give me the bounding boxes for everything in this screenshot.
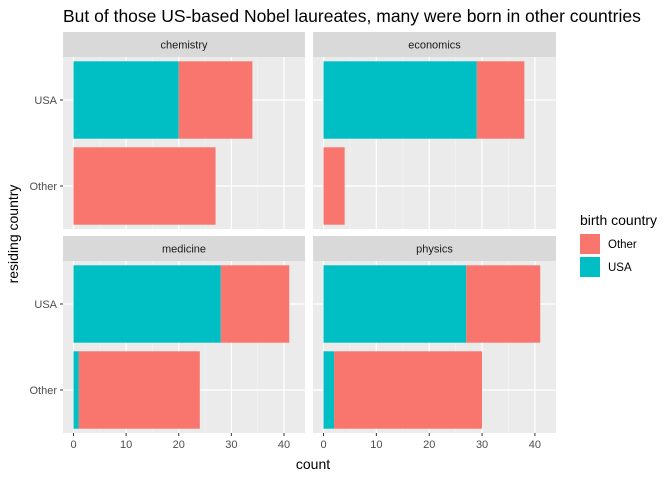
- bar-other-born-other: [323, 147, 345, 225]
- bar-other-born-usa: [466, 265, 541, 343]
- x-tick-label: 40: [529, 439, 541, 451]
- y-tick-label: Other: [29, 385, 57, 397]
- x-tick-label: 40: [278, 439, 290, 451]
- bar-other-born-other: [73, 147, 216, 225]
- facet-chemistry: chemistry USA Other: [29, 32, 305, 229]
- x-axis-title: count: [296, 456, 330, 472]
- facet-economics: economics: [313, 32, 556, 229]
- facet-physics: physics 0 10 20 30 40: [313, 236, 556, 451]
- bar-usa-born-usa: [73, 265, 221, 343]
- x-tick-label: 0: [320, 439, 326, 451]
- chart-title: But of those US-based Nobel laureates, m…: [63, 6, 641, 26]
- x-tick-label: 10: [120, 439, 132, 451]
- x-tick-label: 30: [476, 439, 488, 451]
- bar-other-born-other: [334, 351, 483, 429]
- bar-other-born-other: [78, 351, 200, 429]
- legend-key-other: [580, 234, 600, 254]
- facet-strip-label: physics: [416, 244, 453, 256]
- bar-other-born-usa: [178, 61, 253, 139]
- x-tick-label: 20: [173, 439, 185, 451]
- y-tick-label: USA: [34, 299, 57, 311]
- bar-usa-born-usa: [323, 61, 477, 139]
- x-tick-label: 20: [423, 439, 435, 451]
- facet-strip: [63, 32, 305, 57]
- facet-strip: [313, 32, 556, 57]
- x-tick-label: 0: [70, 439, 76, 451]
- facet-strip-label: economics: [408, 40, 461, 52]
- x-tick-label: 10: [370, 439, 382, 451]
- facet-strip-label: chemistry: [160, 40, 208, 52]
- bar-usa-born-other: [73, 351, 79, 429]
- bar-other-born-usa: [220, 265, 290, 343]
- bar-usa-born-usa: [73, 61, 179, 139]
- x-tick-label: 30: [225, 439, 237, 451]
- legend: birth country Other USA: [580, 212, 657, 277]
- y-axis-title: residing country: [5, 185, 21, 284]
- facet-medicine: medicine USA Other 0 10 20 30 40: [29, 236, 305, 451]
- bar-other-born-usa: [476, 61, 525, 139]
- y-tick-label: USA: [34, 95, 57, 107]
- y-tick-label: Other: [29, 181, 57, 193]
- facet-strip: [313, 236, 556, 261]
- legend-label-other: Other: [608, 239, 637, 251]
- legend-key-usa: [580, 257, 600, 277]
- bar-usa-born-usa: [323, 265, 467, 343]
- facet-panels: chemistry USA Other economics medicine USA Oth…: [29, 32, 556, 451]
- facet-strip-label: medicine: [162, 244, 206, 256]
- bar-usa-born-other: [323, 351, 335, 429]
- legend-label-usa: USA: [608, 262, 632, 274]
- legend-title: birth country: [580, 212, 657, 228]
- facet-strip: [63, 236, 305, 261]
